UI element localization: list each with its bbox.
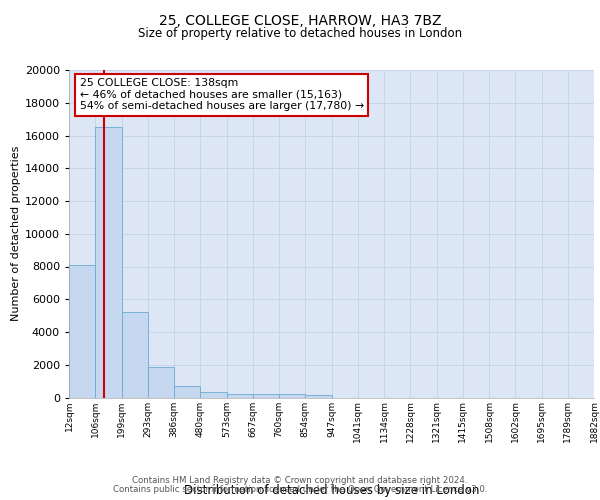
Text: 25 COLLEGE CLOSE: 138sqm
← 46% of detached houses are smaller (15,163)
54% of se: 25 COLLEGE CLOSE: 138sqm ← 46% of detach… bbox=[79, 78, 364, 112]
Text: Contains public sector information licensed under the Open Government Licence v3: Contains public sector information licen… bbox=[113, 485, 487, 494]
Bar bbox=[148, 367, 174, 398]
Bar bbox=[174, 386, 200, 398]
Bar bbox=[279, 394, 305, 398]
Text: 25, COLLEGE CLOSE, HARROW, HA3 7BZ: 25, COLLEGE CLOSE, HARROW, HA3 7BZ bbox=[159, 14, 441, 28]
X-axis label: Distribution of detached houses by size in London: Distribution of detached houses by size … bbox=[184, 484, 479, 497]
Y-axis label: Number of detached properties: Number of detached properties bbox=[11, 146, 20, 322]
Bar bbox=[121, 312, 148, 398]
Text: Contains HM Land Registry data © Crown copyright and database right 2024.: Contains HM Land Registry data © Crown c… bbox=[132, 476, 468, 485]
Bar bbox=[227, 394, 253, 398]
Bar bbox=[305, 395, 331, 398]
Bar bbox=[95, 128, 121, 398]
Bar bbox=[200, 392, 227, 398]
Text: Size of property relative to detached houses in London: Size of property relative to detached ho… bbox=[138, 26, 462, 40]
Bar bbox=[69, 265, 95, 398]
Bar bbox=[253, 394, 279, 398]
